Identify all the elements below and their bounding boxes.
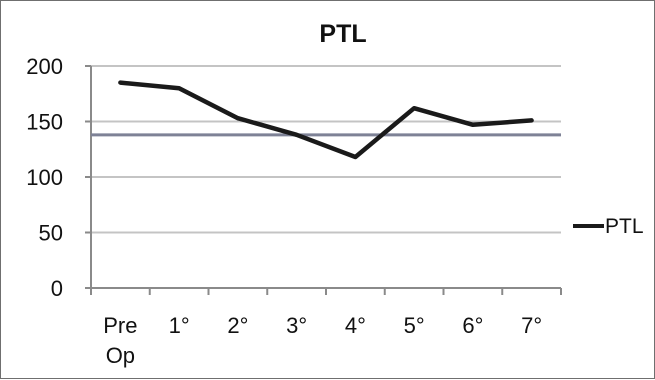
x-tick-label: 1° xyxy=(169,313,190,338)
legend: PTL xyxy=(573,215,644,238)
y-tick-label: 0 xyxy=(51,276,63,301)
x-tick-label: 5° xyxy=(404,313,425,338)
y-tick-label: 150 xyxy=(26,110,63,135)
x-tick-label: 7° xyxy=(521,313,542,338)
y-tick-label: 200 xyxy=(26,54,63,79)
x-tick-label: 2° xyxy=(227,313,248,338)
chart-title: PTL xyxy=(319,20,366,48)
series-line-ptl xyxy=(118,80,534,160)
gridlines xyxy=(91,65,561,234)
y-tick-label: 100 xyxy=(26,165,63,190)
x-tick-label: 3° xyxy=(286,313,307,338)
legend-label: PTL xyxy=(605,215,644,238)
x-tick-labels: Pre Op 1° 2° 3° 4° 5° 6° 7° xyxy=(103,313,542,368)
x-tick-label: 4° xyxy=(345,313,366,338)
y-tick-labels: 0 50 100 150 200 xyxy=(26,54,63,301)
x-tick-label: Pre Op xyxy=(103,313,137,368)
axes xyxy=(85,65,562,295)
x-tick-label: 6° xyxy=(462,313,483,338)
y-tick-label: 50 xyxy=(39,221,63,246)
